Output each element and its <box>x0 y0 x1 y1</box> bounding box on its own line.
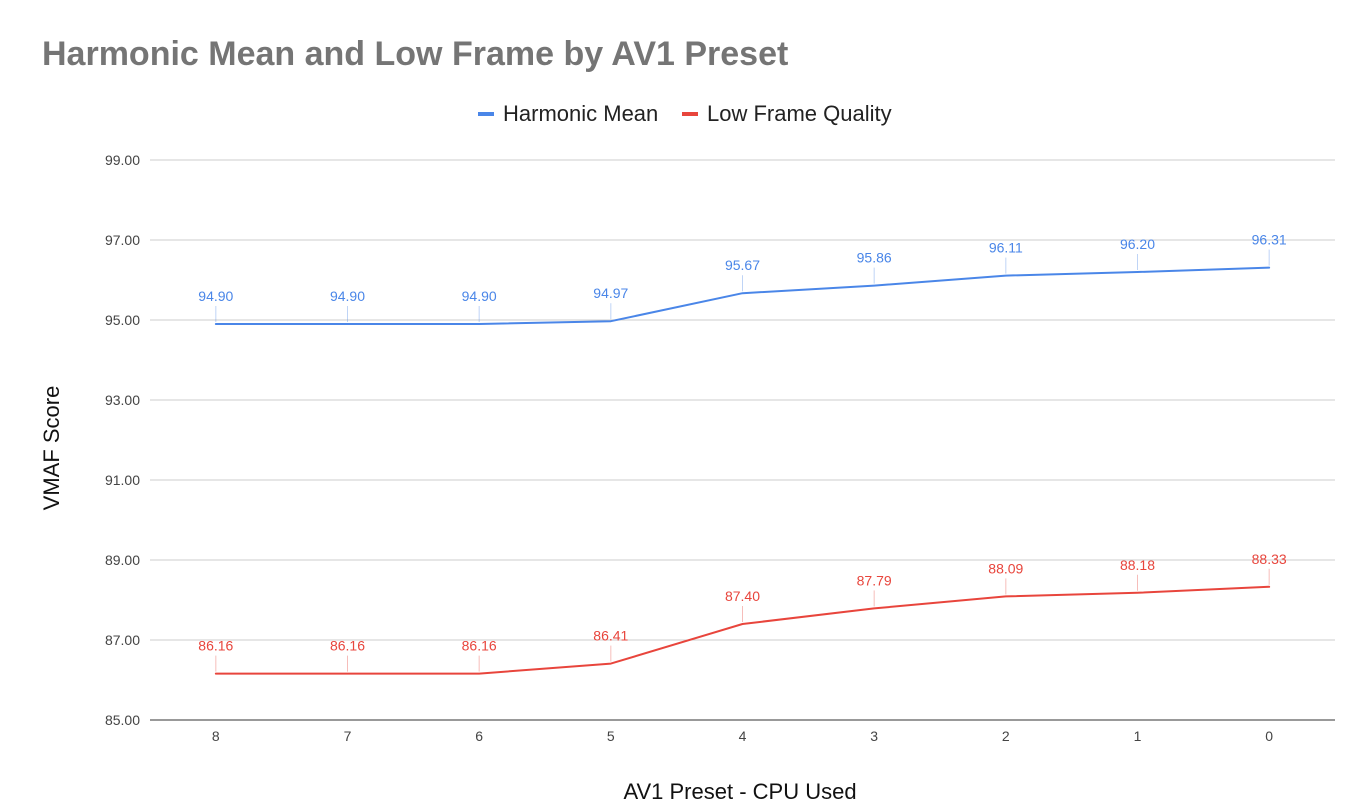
data-label: 96.31 <box>1252 232 1287 248</box>
data-label: 86.16 <box>330 638 365 654</box>
y-tick-label: 97.00 <box>105 232 140 248</box>
y-tick-label: 95.00 <box>105 312 140 328</box>
y-axis-tick-labels: 85.00 87.00 89.00 91.00 93.00 95.00 97.00 99.00 <box>105 152 140 728</box>
data-label: 86.16 <box>462 638 497 654</box>
x-tick-label: 4 <box>739 728 747 744</box>
legend: Harmonic Mean Low Frame Quality <box>478 101 892 126</box>
series-low-frame-quality: 86.16 86.16 86.16 86.41 87.40 87.79 88.09 88.18… <box>198 551 1287 675</box>
y-tick-label: 99.00 <box>105 152 140 168</box>
y-tick-label: 91.00 <box>105 472 140 488</box>
data-label: 88.09 <box>988 560 1023 576</box>
chart-title: Harmonic Mean and Low Frame by AV1 Prese… <box>42 35 788 73</box>
x-tick-label: 8 <box>212 728 220 744</box>
legend-label-low-frame-quality: Low Frame Quality <box>707 101 892 126</box>
x-tick-label: 7 <box>344 728 352 744</box>
data-label: 94.90 <box>330 288 365 304</box>
data-label: 88.33 <box>1252 551 1287 567</box>
x-tick-label: 0 <box>1265 728 1273 744</box>
y-tick-label: 93.00 <box>105 392 140 408</box>
legend-swatch-harmonic-mean <box>478 112 494 116</box>
data-label: 94.90 <box>198 288 233 304</box>
x-tick-label: 5 <box>607 728 615 744</box>
x-tick-label: 2 <box>1002 728 1010 744</box>
data-label: 94.97 <box>593 285 628 301</box>
data-label: 87.79 <box>857 572 892 588</box>
data-label: 94.90 <box>462 288 497 304</box>
x-axis-title: AV1 Preset - CPU Used <box>623 779 856 804</box>
x-tick-label: 1 <box>1134 728 1142 744</box>
x-axis-tick-labels: 8 7 6 5 4 3 2 1 0 <box>212 728 1273 744</box>
y-tick-label: 89.00 <box>105 552 140 568</box>
y-tick-label: 85.00 <box>105 712 140 728</box>
data-label: 88.18 <box>1120 557 1155 573</box>
data-label: 96.20 <box>1120 236 1155 252</box>
x-tick-label: 3 <box>870 728 878 744</box>
gridlines <box>150 159 1335 721</box>
x-tick-label: 6 <box>475 728 483 744</box>
legend-swatch-low-frame-quality <box>682 112 698 116</box>
series-layer: 94.90 94.90 94.90 94.97 95.67 95.86 96.11 96.20… <box>198 232 1287 675</box>
data-label: 95.67 <box>725 257 760 273</box>
series-harmonic-mean: 94.90 94.90 94.90 94.97 95.67 95.86 96.11 96.20… <box>198 232 1287 325</box>
legend-label-harmonic-mean: Harmonic Mean <box>503 101 658 126</box>
data-label: 86.16 <box>198 638 233 654</box>
data-label: 86.41 <box>593 628 628 644</box>
data-label: 87.40 <box>725 588 760 604</box>
data-label: 95.86 <box>857 250 892 266</box>
y-axis-title: VMAF Score <box>39 386 64 511</box>
data-label: 96.11 <box>989 240 1023 256</box>
y-tick-label: 87.00 <box>105 632 140 648</box>
